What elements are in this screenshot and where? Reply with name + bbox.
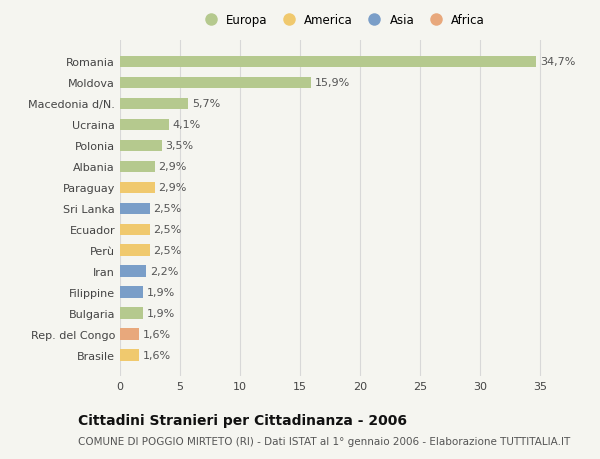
- Bar: [120, 329, 139, 340]
- Text: 2,2%: 2,2%: [150, 267, 178, 277]
- Text: 1,9%: 1,9%: [146, 288, 175, 297]
- Legend: Europa, America, Asia, Africa: Europa, America, Asia, Africa: [199, 14, 485, 27]
- Text: 1,6%: 1,6%: [143, 330, 171, 340]
- Text: 34,7%: 34,7%: [540, 57, 575, 67]
- Text: 2,9%: 2,9%: [158, 162, 187, 172]
- Text: 5,7%: 5,7%: [192, 99, 220, 109]
- Bar: [120, 140, 162, 152]
- Bar: [120, 182, 155, 194]
- Bar: [120, 98, 188, 110]
- Text: COMUNE DI POGGIO MIRTETO (RI) - Dati ISTAT al 1° gennaio 2006 - Elaborazione TUT: COMUNE DI POGGIO MIRTETO (RI) - Dati IST…: [78, 437, 570, 446]
- Bar: [120, 161, 155, 173]
- Bar: [120, 308, 143, 319]
- Text: 2,5%: 2,5%: [154, 246, 182, 256]
- Text: 2,9%: 2,9%: [158, 183, 187, 193]
- Text: 15,9%: 15,9%: [314, 78, 350, 88]
- Text: 1,6%: 1,6%: [143, 350, 171, 360]
- Bar: [120, 78, 311, 89]
- Text: 4,1%: 4,1%: [173, 120, 201, 130]
- Bar: [120, 350, 139, 361]
- Bar: [120, 266, 146, 277]
- Bar: [120, 119, 169, 131]
- Text: 3,5%: 3,5%: [166, 141, 194, 151]
- Bar: [120, 56, 536, 68]
- Text: 2,5%: 2,5%: [154, 225, 182, 235]
- Text: 1,9%: 1,9%: [146, 308, 175, 319]
- Bar: [120, 224, 150, 235]
- Bar: [120, 203, 150, 215]
- Text: 2,5%: 2,5%: [154, 204, 182, 214]
- Bar: [120, 245, 150, 257]
- Text: Cittadini Stranieri per Cittadinanza - 2006: Cittadini Stranieri per Cittadinanza - 2…: [78, 414, 407, 428]
- Bar: [120, 287, 143, 298]
